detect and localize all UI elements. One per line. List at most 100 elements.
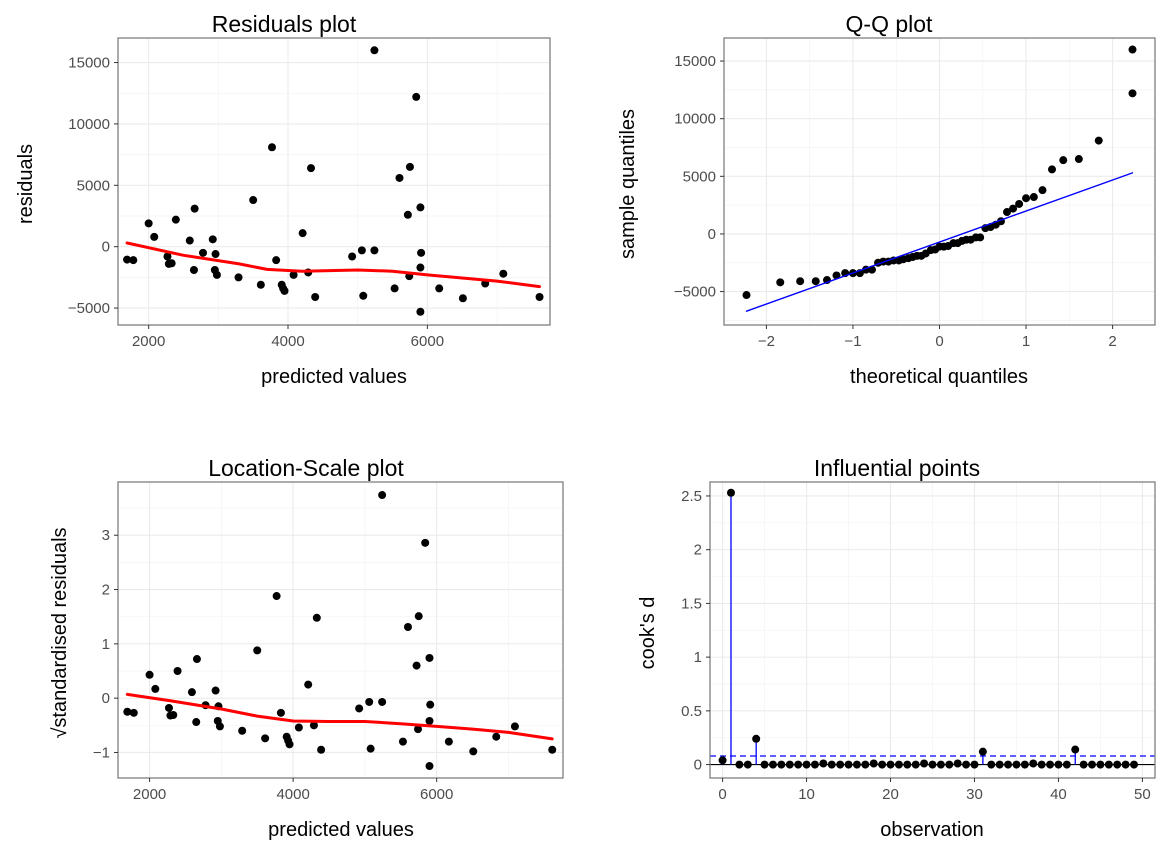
data-point [426, 700, 435, 709]
x-tick-label: −1 [844, 333, 861, 350]
data-point [1113, 760, 1122, 769]
data-point [211, 686, 220, 695]
data-point [928, 760, 937, 769]
data-point [1038, 186, 1047, 195]
data-point [151, 684, 160, 693]
data-point [370, 246, 379, 255]
data-point [810, 760, 819, 769]
data-point [416, 263, 425, 272]
x-tick-label: 30 [966, 786, 983, 803]
data-point [836, 760, 845, 769]
data-point [1022, 194, 1031, 203]
data-point [844, 760, 853, 769]
residuals-plot-panel: Residuals plot 2000 4000 6000 −5000 0 5000 100… [15, 11, 551, 388]
data-point [1020, 760, 1029, 769]
y-tick-label: 1 [102, 636, 110, 653]
influential-points-area: 0 10 20 30 40 50 0 0.5 1 1.5 2 2.5 [681, 481, 1156, 803]
smoother-line [125, 692, 554, 741]
data-point [169, 710, 178, 719]
data-point [359, 291, 368, 300]
data-point [510, 722, 519, 731]
x-tick-label: 2000 [132, 333, 165, 350]
data-point [1130, 760, 1139, 769]
data-point [378, 697, 387, 706]
data-point [370, 46, 379, 55]
data-point [1071, 745, 1080, 754]
data-point [735, 760, 744, 769]
data-point [123, 707, 132, 716]
x-tick-label: 4000 [276, 786, 309, 803]
data-point [390, 284, 399, 293]
x-tick-label: −2 [758, 333, 775, 350]
data-point [920, 759, 929, 768]
data-point [309, 721, 318, 730]
data-point [832, 271, 841, 280]
data-point [412, 92, 421, 101]
y-tick-label: 2.5 [681, 488, 702, 505]
data-point [414, 612, 423, 621]
data-point [192, 655, 201, 664]
data-point [1096, 760, 1105, 769]
data-point [1121, 760, 1130, 769]
data-point [953, 759, 962, 768]
data-point [811, 277, 820, 286]
x-tick-label: 6000 [420, 786, 453, 803]
residuals-y-axis-label: residuals [15, 144, 37, 224]
data-point [425, 762, 434, 771]
data-point [492, 732, 501, 741]
location-scale-plot-area: 2000 4000 6000 −1 0 1 2 3 [93, 481, 564, 803]
data-point [1059, 156, 1068, 165]
data-point [548, 745, 557, 754]
data-point [1088, 760, 1097, 769]
panel-border [117, 481, 564, 779]
y-tick-label: −5000 [674, 284, 716, 301]
location-scale-plot-title: Location-Scale plot [208, 455, 404, 481]
data-point [276, 708, 285, 717]
data-point [304, 680, 313, 689]
data-point [212, 270, 221, 279]
data-point [1048, 165, 1057, 174]
smoother-line [125, 241, 541, 289]
y-tick-label: −5000 [68, 300, 110, 317]
data-point [416, 203, 425, 212]
y-tick-label: 0.5 [681, 703, 702, 720]
qq-plot-area: −2 −1 0 1 2 −5000 0 5000 10000 15000 [674, 37, 1156, 350]
influential-x-axis-label: observation [880, 819, 983, 841]
data-point [995, 760, 1004, 769]
data-point [1015, 199, 1024, 208]
data-point [289, 270, 298, 279]
data-point [173, 667, 182, 676]
data-point [163, 252, 172, 261]
data-point [1037, 760, 1046, 769]
data-point [936, 760, 945, 769]
data-point [208, 235, 217, 244]
data-point [499, 269, 508, 278]
data-point [802, 760, 811, 769]
data-point [1062, 760, 1071, 769]
data-point [417, 248, 426, 257]
data-point [280, 286, 289, 295]
data-point [267, 143, 276, 152]
data-point [1054, 760, 1063, 769]
y-tick-label: 0 [694, 757, 702, 774]
qq-plot-panel: Q-Q plot −2 −1 0 1 2 −5000 0 5000 10000 15000 the… [617, 11, 1156, 388]
x-tick-label: 40 [1050, 786, 1067, 803]
data-point [123, 255, 132, 264]
y-tick-label: 15000 [68, 55, 110, 72]
y-tick-label: 3 [102, 527, 110, 544]
data-point [886, 760, 895, 769]
data-point [743, 760, 752, 769]
y-tick-label: 15000 [674, 53, 716, 70]
x-tick-label: 20 [882, 786, 899, 803]
y-tick-label: 1.5 [681, 595, 702, 612]
panel-border [117, 37, 551, 326]
data-point [129, 708, 138, 717]
data-point [272, 256, 281, 265]
data-point [215, 722, 224, 731]
data-point [378, 491, 387, 500]
influential-points-panel: Influential points 0 10 20 30 40 50 0 0.5 1 1.5 2 2… [637, 455, 1156, 841]
data-point [444, 737, 453, 746]
x-tick-label: 10 [798, 786, 815, 803]
data-point [796, 277, 805, 286]
